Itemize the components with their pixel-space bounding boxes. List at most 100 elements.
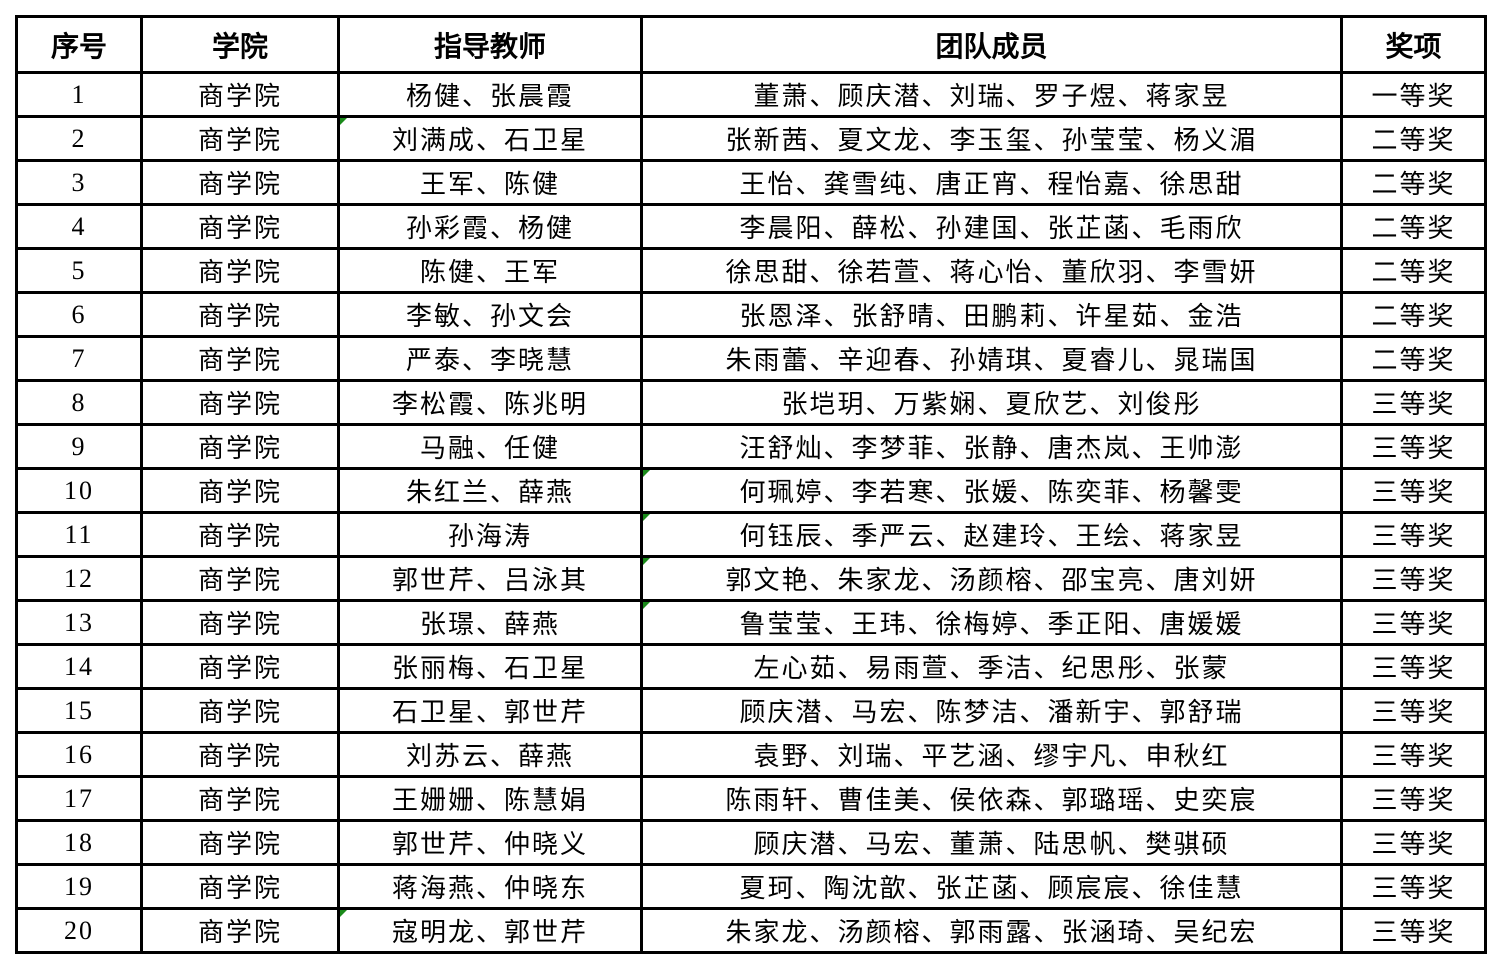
members-cell[interactable]: 顾庆潜、马宏、陈梦洁、潘新宇、郭舒瑞 [640,687,1343,734]
teachers-cell[interactable]: 刘满成、石卫星 [337,115,643,162]
teachers-cell[interactable]: 孙彩霞、杨健 [337,203,643,250]
award-cell[interactable]: 二等奖 [1340,291,1487,338]
college-cell[interactable]: 商学院 [140,643,340,690]
college-cell[interactable]: 商学院 [140,819,340,866]
award-cell[interactable]: 三等奖 [1340,379,1487,426]
award-cell[interactable]: 二等奖 [1340,335,1487,382]
no-cell[interactable]: 19 [15,863,143,910]
teachers-cell[interactable]: 石卫星、郭世芹 [337,687,643,734]
college-cell[interactable]: 商学院 [140,511,340,558]
award-cell[interactable]: 二等奖 [1340,203,1487,250]
no-cell[interactable]: 17 [15,775,143,822]
members-cell[interactable]: 袁野、刘瑞、平艺涵、缪宇凡、申秋红 [640,731,1343,778]
teachers-cell[interactable]: 李松霞、陈兆明 [337,379,643,426]
members-cell[interactable]: 李晨阳、薛松、孙建国、张芷菡、毛雨欣 [640,203,1343,250]
no-cell[interactable]: 18 [15,819,143,866]
members-cell[interactable]: 汪舒灿、李梦菲、张静、唐杰岚、王帅澎 [640,423,1343,470]
teachers-cell[interactable]: 王军、陈健 [337,159,643,206]
members-cell[interactable]: 朱雨蕾、辛迎春、孙婧琪、夏睿儿、晁瑞国 [640,335,1343,382]
award-cell[interactable]: 三等奖 [1340,907,1487,954]
teachers-cell[interactable]: 郭世芹、吕泳其 [337,555,643,602]
teachers-cell[interactable]: 李敏、孙文会 [337,291,643,338]
members-cell[interactable]: 陈雨轩、曹佳美、侯依森、郭璐瑶、史奕宸 [640,775,1343,822]
teachers-cell[interactable]: 杨健、张晨霞 [337,71,643,118]
no-cell[interactable]: 14 [15,643,143,690]
teachers-cell[interactable]: 王姗姗、陈慧娟 [337,775,643,822]
members-cell[interactable]: 徐思甜、徐若萱、蒋心怡、董欣羽、李雪妍 [640,247,1343,294]
college-cell[interactable]: 商学院 [140,115,340,162]
college-cell[interactable]: 商学院 [140,291,340,338]
teachers-cell[interactable]: 严泰、李晓慧 [337,335,643,382]
no-cell[interactable]: 12 [15,555,143,602]
award-cell[interactable]: 三等奖 [1340,687,1487,734]
award-cell[interactable]: 三等奖 [1340,555,1487,602]
members-cell[interactable]: 顾庆潜、马宏、董萧、陆思帆、樊骐硕 [640,819,1343,866]
award-cell[interactable]: 一等奖 [1340,71,1487,118]
teachers-cell[interactable]: 马融、任健 [337,423,643,470]
college-cell[interactable]: 商学院 [140,863,340,910]
award-cell[interactable]: 三等奖 [1340,819,1487,866]
teachers-cell[interactable]: 孙海涛 [337,511,643,558]
college-cell[interactable]: 商学院 [140,555,340,602]
college-cell[interactable]: 商学院 [140,159,340,206]
members-cell[interactable]: 左心茹、易雨萱、季洁、纪思彤、张蒙 [640,643,1343,690]
members-cell[interactable]: 王怡、龚雪纯、唐正宵、程怡嘉、徐思甜 [640,159,1343,206]
award-cell[interactable]: 三等奖 [1340,511,1487,558]
no-cell[interactable]: 1 [15,71,143,118]
no-cell[interactable]: 13 [15,599,143,646]
teachers-cell[interactable]: 寇明龙、郭世芹 [337,907,643,954]
college-cell[interactable]: 商学院 [140,203,340,250]
award-cell[interactable]: 三等奖 [1340,775,1487,822]
college-cell[interactable]: 商学院 [140,599,340,646]
no-cell[interactable]: 11 [15,511,143,558]
no-cell[interactable]: 2 [15,115,143,162]
no-cell[interactable]: 16 [15,731,143,778]
members-cell[interactable]: 董萧、顾庆潜、刘瑞、罗子煜、蒋家昱 [640,71,1343,118]
members-cell[interactable]: 何钰辰、季严云、赵建玲、王绘、蒋家昱 [640,511,1343,558]
college-cell[interactable]: 商学院 [140,335,340,382]
teachers-cell[interactable]: 蒋海燕、仲晓东 [337,863,643,910]
award-cell[interactable]: 三等奖 [1340,599,1487,646]
members-cell[interactable]: 郭文艳、朱家龙、汤颜榕、邵宝亮、唐刘妍 [640,555,1343,602]
members-cell[interactable]: 何珮婷、李若寒、张媛、陈奕菲、杨馨雯 [640,467,1343,514]
members-cell[interactable]: 夏珂、陶沈歆、张芷菡、顾宸宸、徐佳慧 [640,863,1343,910]
teachers-cell[interactable]: 刘苏云、薛燕 [337,731,643,778]
members-cell[interactable]: 张恩泽、张舒晴、田鹏莉、许星茹、金浩 [640,291,1343,338]
award-cell[interactable]: 二等奖 [1340,115,1487,162]
teachers-cell[interactable]: 陈健、王军 [337,247,643,294]
no-cell[interactable]: 4 [15,203,143,250]
members-cell[interactable]: 朱家龙、汤颜榕、郭雨露、张涵琦、吴纪宏 [640,907,1343,954]
teachers-cell[interactable]: 张丽梅、石卫星 [337,643,643,690]
award-cell[interactable]: 二等奖 [1340,247,1487,294]
no-cell[interactable]: 7 [15,335,143,382]
award-cell[interactable]: 三等奖 [1340,731,1487,778]
award-cell[interactable]: 三等奖 [1340,423,1487,470]
award-cell[interactable]: 三等奖 [1340,467,1487,514]
no-cell[interactable]: 15 [15,687,143,734]
college-cell[interactable]: 商学院 [140,907,340,954]
no-cell[interactable]: 10 [15,467,143,514]
teachers-cell[interactable]: 朱红兰、薛燕 [337,467,643,514]
college-cell[interactable]: 商学院 [140,467,340,514]
members-cell[interactable]: 张新茜、夏文龙、李玉玺、孙莹莹、杨义湄 [640,115,1343,162]
college-cell[interactable]: 商学院 [140,687,340,734]
no-cell[interactable]: 5 [15,247,143,294]
no-cell[interactable]: 9 [15,423,143,470]
award-cell[interactable]: 二等奖 [1340,159,1487,206]
award-cell[interactable]: 三等奖 [1340,863,1487,910]
college-cell[interactable]: 商学院 [140,423,340,470]
no-cell[interactable]: 3 [15,159,143,206]
no-cell[interactable]: 20 [15,907,143,954]
no-cell[interactable]: 6 [15,291,143,338]
members-cell[interactable]: 张垲玥、万紫娴、夏欣艺、刘俊彤 [640,379,1343,426]
teachers-cell[interactable]: 郭世芹、仲晓义 [337,819,643,866]
college-cell[interactable]: 商学院 [140,247,340,294]
no-cell[interactable]: 8 [15,379,143,426]
college-cell[interactable]: 商学院 [140,379,340,426]
award-cell[interactable]: 三等奖 [1340,643,1487,690]
teachers-cell[interactable]: 张璟、薛燕 [337,599,643,646]
college-cell[interactable]: 商学院 [140,775,340,822]
members-cell[interactable]: 鲁莹莹、王玮、徐梅婷、季正阳、唐媛媛 [640,599,1343,646]
college-cell[interactable]: 商学院 [140,71,340,118]
college-cell[interactable]: 商学院 [140,731,340,778]
